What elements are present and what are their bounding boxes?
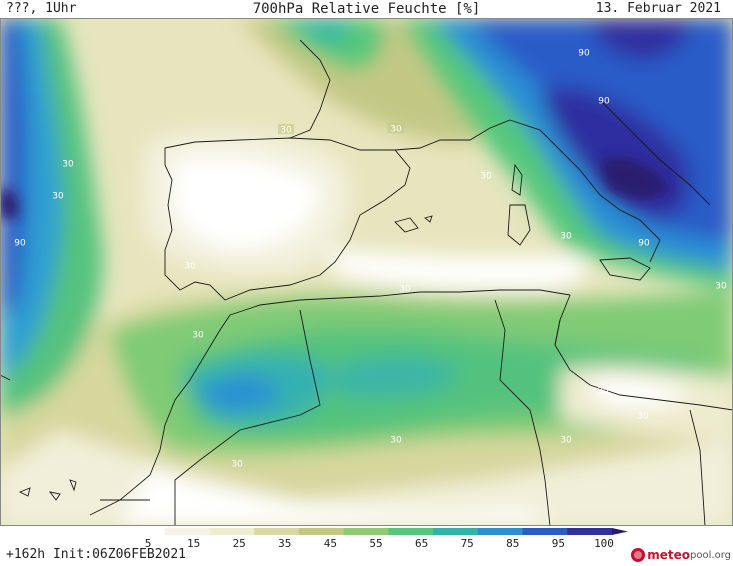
- contour-label-30: 30: [560, 436, 572, 446]
- contour-label-30: 30: [62, 160, 74, 170]
- colorbar-tick-label: 65: [415, 537, 428, 548]
- meteopool-logo[interactable]: meteo pool.org: [631, 545, 731, 565]
- contour-label-30: 30: [184, 262, 196, 272]
- svg-text:30: 30: [280, 126, 292, 136]
- svg-text:30: 30: [390, 436, 402, 446]
- colorbar-segment: [477, 528, 524, 535]
- contour-label-90: 90: [638, 239, 650, 249]
- svg-text:90: 90: [598, 97, 610, 107]
- colorbar-tick-label: 55: [369, 537, 382, 548]
- colorbar-tick-label: 35: [278, 537, 291, 548]
- coastlines: [0, 39, 733, 526]
- svg-text:30: 30: [597, 387, 609, 397]
- colorbar-segment: [209, 528, 255, 535]
- contour-label-90: 90: [14, 239, 26, 249]
- contour-label-90: 90: [598, 97, 610, 107]
- colorbar-tick-label: 45: [324, 537, 337, 548]
- svg-text:30: 30: [192, 331, 204, 341]
- contour-label-90: 90: [578, 49, 590, 59]
- colorbar-segment: [522, 528, 568, 535]
- contour-label-30: 30: [480, 172, 492, 182]
- svg-text:30: 30: [52, 192, 64, 202]
- colorbar-segment: [164, 528, 210, 535]
- svg-text:30: 30: [62, 160, 74, 170]
- humidity-map: 30 30 30 30 30 30 30 30 30 30 30 30 30 3…: [0, 18, 733, 526]
- logo-brand-text: meteo: [647, 548, 691, 562]
- svg-text:30: 30: [637, 412, 649, 422]
- colorbar-segment: [567, 528, 613, 535]
- colorbar-segment: [388, 528, 434, 535]
- contour-label-30: 30: [560, 232, 572, 242]
- colorbar-tick-label: 100: [594, 537, 614, 548]
- colorbar-segment: [343, 528, 389, 535]
- svg-text:90: 90: [578, 49, 590, 59]
- contour-labels: 30 30 30 30 30 30 30 30 30 30 30 30 30 3…: [14, 49, 727, 470]
- contour-label-30: 30: [388, 123, 404, 135]
- map-title: 700hPa Relative Feuchte [%]: [252, 1, 481, 17]
- contour-label-30: 30: [390, 436, 402, 446]
- contour-label-30: 30: [278, 124, 294, 136]
- colorbar-tick-label: 85: [506, 537, 519, 548]
- colorbar-tick-label: 15: [187, 537, 200, 548]
- contour-label-30: 30: [399, 285, 411, 295]
- svg-text:90: 90: [638, 239, 650, 249]
- contour-label-30: 30: [52, 192, 64, 202]
- contour-label-30: 30: [597, 387, 609, 397]
- logo-suffix-text: pool.org: [690, 549, 731, 561]
- colorbar-tick-label: 5: [145, 537, 152, 548]
- logo-icon: [631, 548, 646, 562]
- contour-label-30: 30: [231, 460, 243, 470]
- colorbar-extend-arrow: [612, 528, 628, 535]
- run-info: +162h Init:06Z06FEB2021: [6, 547, 187, 562]
- colorbar-segment: [120, 528, 166, 535]
- svg-text:30: 30: [715, 282, 727, 292]
- colorbar: 5 15 25 35 45 55 65 75 85 95 100: [120, 528, 628, 548]
- svg-text:30: 30: [560, 436, 572, 446]
- svg-text:30: 30: [480, 172, 492, 182]
- svg-text:30: 30: [184, 262, 196, 272]
- colorbar-segment: [254, 528, 300, 535]
- svg-text:30: 30: [560, 232, 572, 242]
- forecast-date: 13. Februar 2021: [595, 1, 721, 16]
- contour-label-30: 30: [637, 412, 649, 422]
- colorbar-segment: [298, 528, 345, 535]
- contour-label-30: 30: [192, 331, 204, 341]
- svg-text:30: 30: [231, 460, 243, 470]
- svg-text:90: 90: [14, 239, 26, 249]
- contour-label-30: 30: [715, 282, 727, 292]
- svg-text:30: 30: [399, 285, 411, 295]
- svg-text:30: 30: [390, 125, 402, 135]
- colorbar-segment: [433, 528, 479, 535]
- colorbar-tick-label: 95: [552, 537, 565, 548]
- colorbar-tick-label: 75: [461, 537, 474, 548]
- colorbar-tick-label: 25: [233, 537, 246, 548]
- forecast-time-label: ???, 1Uhr: [6, 1, 77, 16]
